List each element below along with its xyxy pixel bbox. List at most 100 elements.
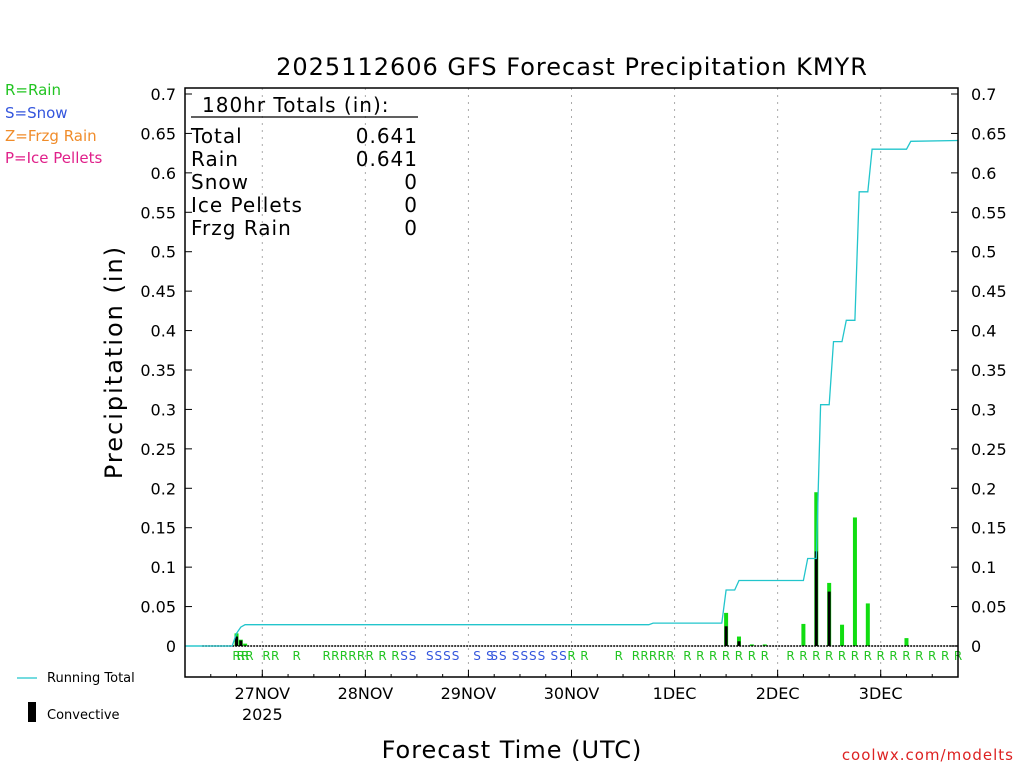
chart-title: 2025112606 GFS Forecast Precipitation KM… bbox=[276, 53, 868, 81]
y-tick-label-right: 0.05 bbox=[971, 598, 1007, 617]
legend-snow: S=Snow bbox=[5, 104, 68, 122]
convective-legend: Convective bbox=[47, 708, 120, 723]
precip-type-marker: R bbox=[340, 649, 348, 663]
totals-box: 180hr Totals (in): Total 0.641 Rain 0.64… bbox=[190, 93, 418, 240]
precip-bar bbox=[749, 644, 754, 646]
legend-rain: R=Rain bbox=[5, 81, 61, 99]
precip-type-marker: S bbox=[551, 649, 559, 663]
precip-type-marker: R bbox=[649, 649, 657, 663]
precip-type-marker: R bbox=[709, 649, 717, 663]
x-tick-label: 29NOV bbox=[441, 684, 497, 703]
convective-bar bbox=[235, 636, 239, 646]
totals-header: 180hr Totals (in): bbox=[202, 93, 390, 117]
y-tick-label-right: 0.55 bbox=[971, 203, 1007, 222]
precip-type-marker: R bbox=[615, 649, 623, 663]
convective-bar bbox=[239, 640, 243, 646]
totals-rain-value: 0.641 bbox=[356, 147, 418, 171]
precip-type-marker: R bbox=[640, 649, 648, 663]
precip-type-marker: S bbox=[490, 649, 498, 663]
y-tick-label-left: 0.65 bbox=[140, 124, 176, 143]
precip-bar bbox=[865, 603, 870, 646]
precip-type-marker: R bbox=[915, 649, 923, 663]
y-tick-label-left: 0 bbox=[166, 637, 176, 656]
precip-type-marker: R bbox=[357, 649, 365, 663]
y-tick-label-right: 0.35 bbox=[971, 361, 1007, 380]
plot-frame bbox=[184, 87, 959, 678]
credit-text: coolwx.com/modelts bbox=[842, 746, 1014, 764]
precip-type-marker: S bbox=[426, 649, 434, 663]
precip-type-marker: S bbox=[559, 649, 567, 663]
precip-type-marker: R bbox=[683, 649, 691, 663]
y-tick-label-left: 0.6 bbox=[151, 164, 176, 183]
y-tick-label-right: 0.5 bbox=[971, 243, 996, 262]
x-tick-label: 28NOV bbox=[338, 684, 394, 703]
precip-type-marker: R bbox=[365, 649, 373, 663]
precip-type-marker: S bbox=[473, 649, 481, 663]
precip-bar bbox=[840, 624, 845, 646]
precip-bar bbox=[852, 517, 857, 646]
precip-type-marker: R bbox=[812, 649, 820, 663]
y-tick-label-left: 0.35 bbox=[140, 361, 176, 380]
precip-type-marker: S bbox=[435, 649, 443, 663]
precip-type-marker: R bbox=[348, 649, 356, 663]
precip-type-marker: R bbox=[722, 649, 730, 663]
running-total-line bbox=[185, 139, 959, 647]
y-tick-label-right: 0.6 bbox=[971, 164, 996, 183]
x-tick-sublabel: 2025 bbox=[242, 705, 283, 724]
precip-bar bbox=[801, 623, 806, 646]
convective-swatch bbox=[28, 702, 36, 722]
precip-type-marker: R bbox=[748, 649, 756, 663]
totals-total-label: Total bbox=[190, 124, 243, 148]
precip-type-marker: R bbox=[941, 649, 949, 663]
x-axis-label: Forecast Time (UTC) bbox=[382, 736, 643, 764]
precip-type-marker: R bbox=[262, 649, 270, 663]
y-tick-label-right: 0.25 bbox=[971, 440, 1007, 459]
precip-type-marker: R bbox=[567, 649, 575, 663]
precip-bar bbox=[762, 644, 767, 646]
precip-type-marker: R bbox=[928, 649, 936, 663]
x-tick-label: 1DEC bbox=[653, 684, 697, 703]
y-tick-label-left: 0.45 bbox=[140, 282, 176, 301]
precip-type-marker: R bbox=[237, 649, 245, 663]
convective-bars bbox=[235, 551, 831, 646]
precip-bar bbox=[904, 638, 909, 646]
legend-ice-pellets: P=Ice Pellets bbox=[5, 149, 102, 167]
totals-frzg-label: Frzg Rain bbox=[191, 216, 292, 240]
x-axis-ticks: 27NOV 2025 28NOV 29NOV 30NOV 1DEC 2DEC 3DEC bbox=[184, 670, 959, 724]
precip-type-marker: S bbox=[452, 649, 460, 663]
convective-bar bbox=[827, 591, 831, 646]
totals-snow-value: 0 bbox=[404, 170, 418, 194]
y-tick-label-left: 0.25 bbox=[140, 440, 176, 459]
x-tick-label: 2DEC bbox=[756, 684, 800, 703]
convective-bar bbox=[724, 626, 728, 646]
precip-type-marker: S bbox=[443, 649, 451, 663]
precip-type-marker: S bbox=[538, 649, 546, 663]
precip-type-marker: R bbox=[241, 649, 249, 663]
running-total-legend: Running Total bbox=[47, 671, 135, 686]
precip-type-marker: R bbox=[761, 649, 769, 663]
precip-type-marker: R bbox=[632, 649, 640, 663]
x-tick-label: 27NOV bbox=[235, 684, 291, 703]
y-tick-label-left: 0.1 bbox=[151, 558, 176, 577]
precip-type-marker: S bbox=[512, 649, 520, 663]
y-tick-label-right: 0.4 bbox=[971, 322, 996, 341]
precip-type-marker: R bbox=[245, 649, 253, 663]
y-axis-label: Precipitation (in) bbox=[100, 245, 128, 479]
y-tick-label-right: 0.1 bbox=[971, 558, 996, 577]
precip-type-marker: S bbox=[499, 649, 507, 663]
totals-ice-value: 0 bbox=[404, 193, 418, 217]
y-tick-label-right: 0.15 bbox=[971, 519, 1007, 538]
y-tick-label-right: 0.65 bbox=[971, 124, 1007, 143]
running-total-group bbox=[185, 139, 959, 647]
totals-rain-label: Rain bbox=[191, 147, 239, 171]
precip-type-marker: R bbox=[889, 649, 897, 663]
precip-type-marker: S bbox=[400, 649, 408, 663]
precip-type-marker: R bbox=[580, 649, 588, 663]
y-tick-label-left: 0.15 bbox=[140, 519, 176, 538]
x-tick-label: 3DEC bbox=[859, 684, 903, 703]
y-tick-label-left: 0.2 bbox=[151, 479, 176, 498]
precip-type-marker: S bbox=[409, 649, 417, 663]
y-axis-ticks: 0 00.05 0.050.1 0.10.15 0.150.2 0.20.25 0.250.… bbox=[140, 85, 1006, 656]
precip-type-marker: R bbox=[786, 649, 794, 663]
